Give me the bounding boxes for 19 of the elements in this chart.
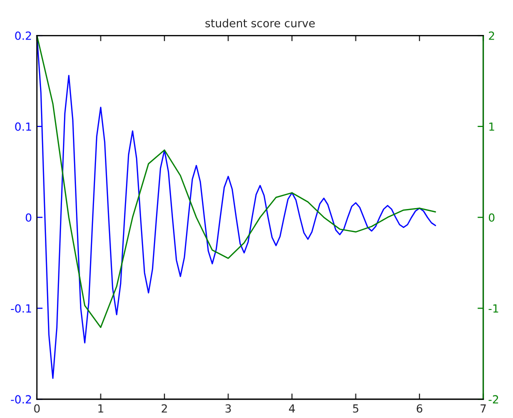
y2-tick-label: 1 [489,122,494,131]
x-tick-label: 4 [288,404,295,412]
y2-tick-label: 0 [488,213,494,222]
y-tick-label: -0.1 [10,304,32,313]
y-tick-label: 0 [26,213,32,222]
x-tick-label: 5 [353,404,358,413]
y2-tick-label: -1 [488,304,498,312]
y2-tick-label: 2 [488,32,494,40]
x-tick-label: 0 [34,404,40,413]
y2-tick-label: -2 [488,395,498,404]
x-tick-label: 7 [480,404,486,412]
chart-title: student score curve [205,18,315,28]
x-tick-label: 6 [416,404,422,413]
y-tick-label: 0.2 [15,32,31,40]
x-tick-label: 1 [98,404,104,412]
y-tick-label: -0.2 [10,395,31,404]
x-tick-label: 3 [226,404,231,413]
y-tick-label: 0.1 [15,122,32,131]
x-tick-label: 2 [162,404,167,412]
